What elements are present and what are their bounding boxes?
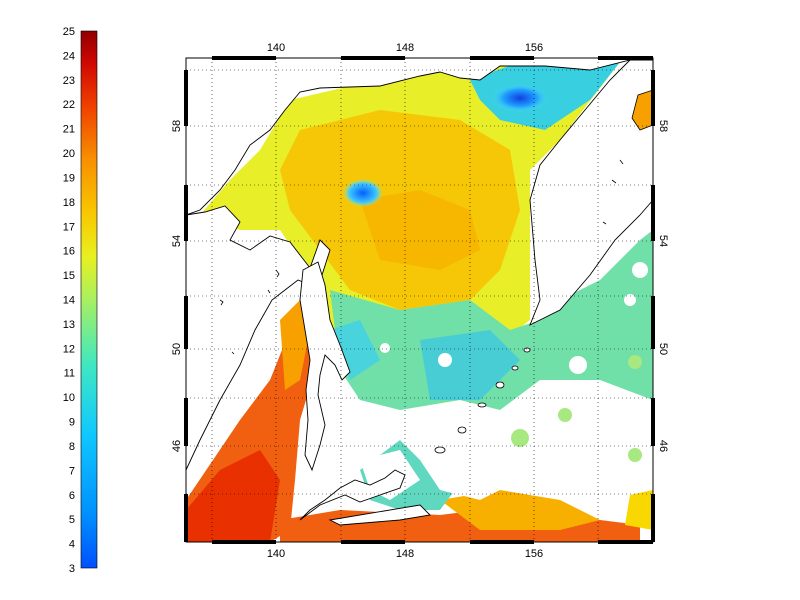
- lat-label-right: 54: [657, 235, 669, 247]
- colorbar-tick-label: 21: [63, 124, 75, 136]
- lat-label-right: 58: [657, 120, 669, 132]
- colorbar-tick-label: 16: [63, 246, 75, 258]
- lat-label-left: 54: [171, 235, 183, 247]
- colorbar-tick-label: 3: [69, 563, 75, 575]
- colorbar-tick-label: 11: [64, 368, 75, 380]
- lon-label-bottom: 148: [396, 548, 414, 560]
- lat-labels-left: 58 54 50 46: [171, 120, 183, 452]
- lat-label-right: 46: [657, 440, 669, 452]
- colorbar-tick-label: 22: [63, 99, 75, 111]
- lon-labels-top: 140 148 156: [267, 42, 543, 54]
- lon-label-bottom: 140: [267, 548, 285, 560]
- lon-label-top: 140: [267, 42, 285, 54]
- lon-label-top: 148: [396, 42, 414, 54]
- colorbar-labels: 25 24 23 22 21 20 19 18 17 16 15 14 13 12 11 10 9 8 7 6 5 4 3: [63, 26, 75, 575]
- sst-field: [186, 58, 653, 542]
- map-grid: [186, 58, 653, 542]
- colorbar-tick-label: 18: [63, 197, 75, 209]
- colorbar-tick-label: 15: [63, 270, 75, 282]
- colorbar-tick-label: 4: [69, 539, 75, 551]
- map-frame: [184, 56, 655, 544]
- colorbar-tick-label: 17: [63, 221, 75, 233]
- colorbar-tick-label: 25: [63, 26, 75, 38]
- colorbar-tick-label: 12: [63, 343, 75, 355]
- colorbar-gradient: [80, 30, 98, 569]
- colorbar-tick-label: 7: [69, 465, 75, 477]
- colorbar: 25 24 23 22 21 20 19 18 17 16 15 14 13 12 11 10 9 8 7 6 5 4 3: [63, 26, 98, 575]
- map-panel: 140 148 156 140 148 156 58 54 50 46 58 5…: [171, 42, 669, 560]
- colorbar-tick-label: 20: [63, 148, 75, 160]
- colorbar-tick-label: 9: [69, 417, 75, 429]
- colorbar-tick-label: 13: [63, 319, 75, 331]
- colorbar-tick-label: 19: [63, 172, 75, 184]
- lat-label-left: 50: [171, 343, 183, 355]
- lon-label-top: 156: [525, 42, 543, 54]
- colorbar-tick-label: 5: [69, 514, 75, 526]
- colorbar-tick-label: 6: [69, 490, 75, 502]
- colorbar-tick-label: 23: [63, 75, 75, 87]
- lon-labels-bottom: 140 148 156: [267, 548, 543, 560]
- lat-labels-right: 58 54 50 46: [657, 120, 669, 452]
- colorbar-tick-label: 10: [63, 392, 75, 404]
- colorbar-tick-label: 24: [63, 50, 75, 62]
- lat-label-left: 46: [171, 440, 183, 452]
- colorbar-tick-label: 8: [69, 441, 75, 453]
- lon-label-bottom: 156: [525, 548, 543, 560]
- lat-label-right: 50: [657, 343, 669, 355]
- lat-label-left: 58: [171, 120, 183, 132]
- colorbar-tick-label: 14: [63, 295, 75, 307]
